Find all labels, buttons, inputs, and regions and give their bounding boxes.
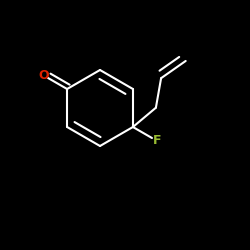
Text: O: O (38, 69, 49, 82)
Text: F: F (153, 134, 162, 147)
